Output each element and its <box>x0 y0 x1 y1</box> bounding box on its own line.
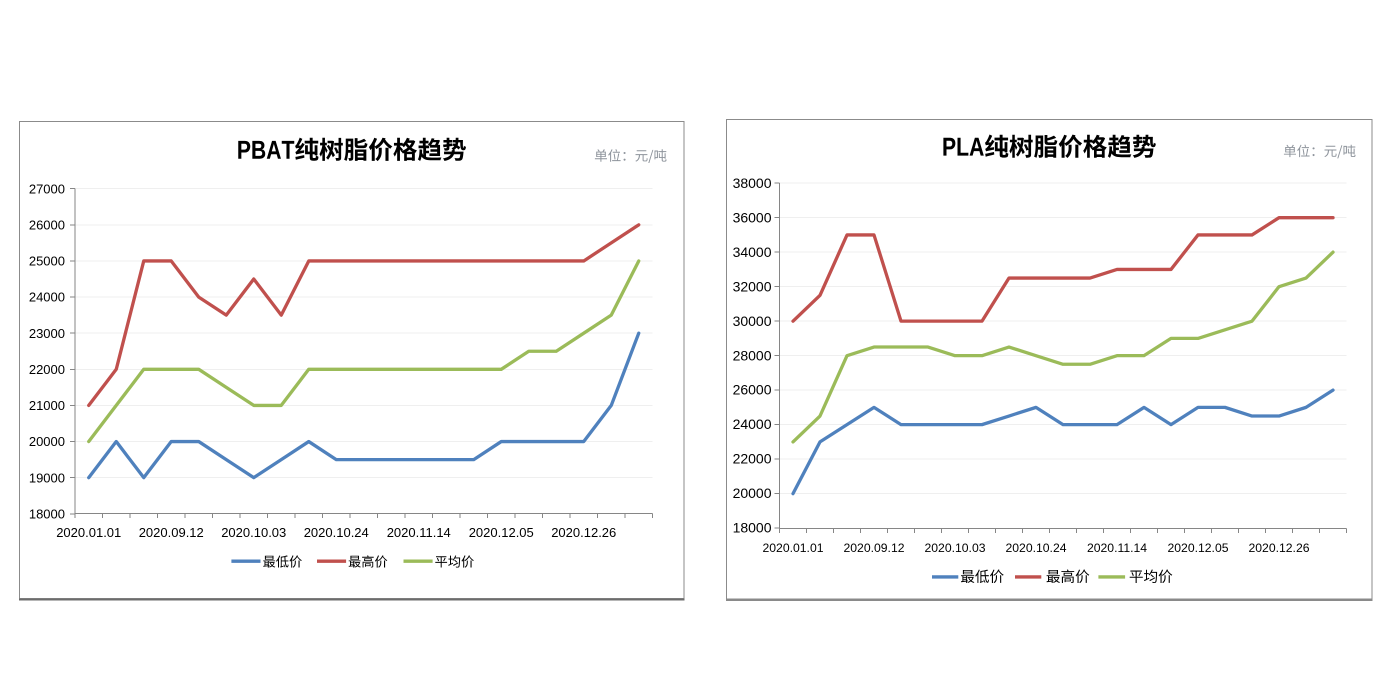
svg-text:19000: 19000 <box>29 470 65 485</box>
svg-text:2020.01.01: 2020.01.01 <box>763 541 824 555</box>
svg-text:25000: 25000 <box>29 254 65 269</box>
svg-text:21000: 21000 <box>29 398 65 413</box>
svg-text:22000: 22000 <box>733 451 772 467</box>
svg-text:30000: 30000 <box>733 313 772 329</box>
svg-text:2020.09.12: 2020.09.12 <box>844 541 905 555</box>
svg-text:26000: 26000 <box>29 217 65 232</box>
svg-text:24000: 24000 <box>733 416 772 432</box>
svg-text:23000: 23000 <box>29 326 65 341</box>
svg-text:2020.11.14: 2020.11.14 <box>1087 541 1147 555</box>
svg-text:20000: 20000 <box>733 485 772 501</box>
svg-text:27000: 27000 <box>29 181 65 196</box>
svg-text:18000: 18000 <box>733 520 772 536</box>
svg-text:2020.12.05: 2020.12.05 <box>469 525 534 540</box>
svg-text:18000: 18000 <box>29 506 65 521</box>
svg-text:2020.12.05: 2020.12.05 <box>1168 541 1229 555</box>
svg-text:22000: 22000 <box>29 362 65 377</box>
svg-text:2020.10.03: 2020.10.03 <box>925 541 986 555</box>
svg-text:2020.12.26: 2020.12.26 <box>551 525 616 540</box>
svg-text:2020.10.03: 2020.10.03 <box>221 525 286 540</box>
svg-text:26000: 26000 <box>733 382 772 398</box>
svg-text:32000: 32000 <box>733 278 772 294</box>
svg-text:38000: 38000 <box>733 175 772 191</box>
svg-text:2020.01.01: 2020.01.01 <box>56 525 121 540</box>
svg-text:2020.11.14: 2020.11.14 <box>387 525 451 540</box>
svg-text:34000: 34000 <box>733 244 772 260</box>
svg-text:28000: 28000 <box>733 347 772 363</box>
svg-text:2020.10.24: 2020.10.24 <box>304 525 369 540</box>
svg-text:2020.10.24: 2020.10.24 <box>1006 541 1067 555</box>
svg-text:24000: 24000 <box>29 290 65 305</box>
svg-text:20000: 20000 <box>29 434 65 449</box>
svg-text:2020.09.12: 2020.09.12 <box>139 525 204 540</box>
svg-text:2020.12.26: 2020.12.26 <box>1249 541 1310 555</box>
svg-text:36000: 36000 <box>733 209 772 225</box>
